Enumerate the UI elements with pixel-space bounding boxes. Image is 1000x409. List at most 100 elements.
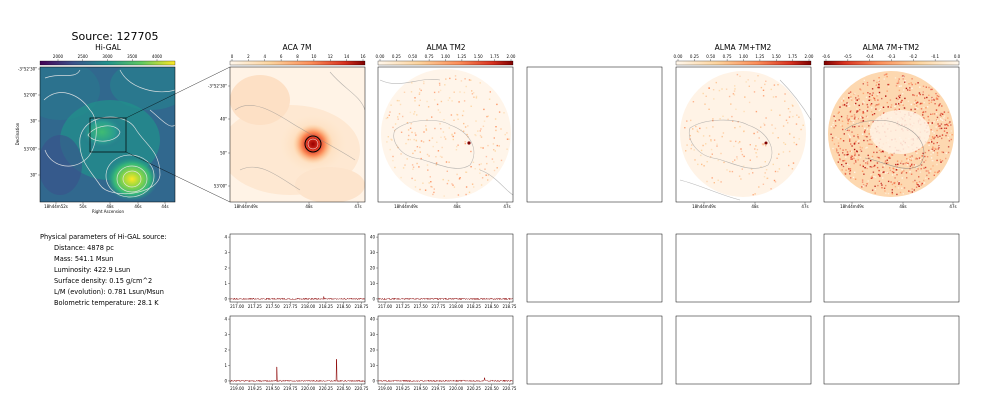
speckle [932,137,934,139]
speckle [448,97,451,99]
speckle [850,143,852,145]
speckle [950,124,952,126]
speckle [944,124,946,126]
speckle [856,111,858,113]
speckle [938,170,940,172]
colorbar-tick-label: -0.4 [866,54,874,59]
speckle [897,103,900,105]
speckle [873,79,875,82]
speckle [935,98,937,100]
spectrum-xtick-label: 220.50 [337,386,351,391]
colorbar-tick-label: -0.5 [844,54,852,59]
speckle [845,105,848,107]
speckle [869,139,871,141]
speckle [403,91,406,93]
speckle [711,177,713,179]
speckle [427,106,430,108]
speckle [916,182,918,184]
speckle [414,111,416,113]
speckle [850,120,852,123]
speckle [693,149,695,151]
speckle [441,146,443,149]
speckle [940,127,943,130]
speckle [386,116,389,119]
speckle [874,185,876,187]
speckle [871,88,874,90]
speckle [430,181,432,183]
spectrum-empty-2 [675,233,812,303]
speckle [946,123,948,126]
speckle [857,141,859,143]
speckle [833,127,835,129]
speckle [748,173,750,175]
speckle [420,89,422,92]
speckle [881,184,883,186]
speckle [935,126,937,128]
spectrum-empty-5 [675,315,812,385]
speckle [415,134,417,136]
speckle [887,106,889,108]
speckle [762,183,765,185]
speckle [842,128,844,131]
speckle [879,174,881,176]
speckle [712,89,715,91]
speckle [884,161,886,164]
speckle [861,186,863,188]
speckle [400,176,402,179]
speckle [704,103,706,105]
speckle [435,164,437,166]
speckle [743,155,745,158]
speckle [728,95,731,98]
colorbar-ticks-alma-7m-tm2-neg: -0.6 -0.5 -0.4 -0.3 -0.2 -0.1 0.0 [822,54,961,61]
speckle [895,97,898,100]
speckle [918,183,920,185]
speckle [789,111,791,113]
speckle [871,177,874,179]
speckle [705,143,707,145]
speckle [463,100,466,102]
speckle [916,95,918,97]
speckle [939,125,941,127]
speckle [930,150,932,152]
speckle [467,125,469,127]
spectrum-ytick-label: 1 [224,281,227,286]
speckle [733,90,736,92]
speckle [500,159,503,162]
speckle [869,143,871,145]
speckle [878,157,881,160]
speckle [928,102,930,105]
speckle [915,170,918,172]
speckle [859,88,861,90]
speckle [443,195,445,197]
speckle [904,97,906,100]
speckle [450,114,453,116]
spectrum-xtick-label: 220.75 [502,386,516,391]
speckle [691,144,693,146]
spectrum-ytick-label: 20 [370,348,376,353]
speckle [475,134,477,137]
speckle [939,159,942,161]
source-dot-alma-tm2 [467,141,471,145]
speckle [924,151,927,154]
speckle [855,102,857,105]
spectrum-ytick-label: 2 [224,266,227,271]
speckle [942,151,945,154]
speckle [837,142,840,144]
speckle [931,122,933,124]
spectrum-ytick-label: 10 [370,281,376,286]
speckle [847,103,849,105]
spectrum-panel-alma-1: 0 10 20 30 40 217.00 217.25 217.50 217.75 218.00 2… [370,233,517,309]
speckle [713,98,715,100]
speckle [416,162,418,165]
speckle [894,108,897,111]
speckle [894,177,896,179]
panel-title-alma-tm2: ALMA TM2 [426,43,465,52]
map-alma-7m-tm2 [679,71,812,201]
speckle [749,144,751,146]
speckle [910,108,912,111]
speckle [736,156,738,158]
speckle [891,154,893,156]
speckle [736,73,739,76]
speckle [745,81,747,83]
speckle [932,148,935,150]
